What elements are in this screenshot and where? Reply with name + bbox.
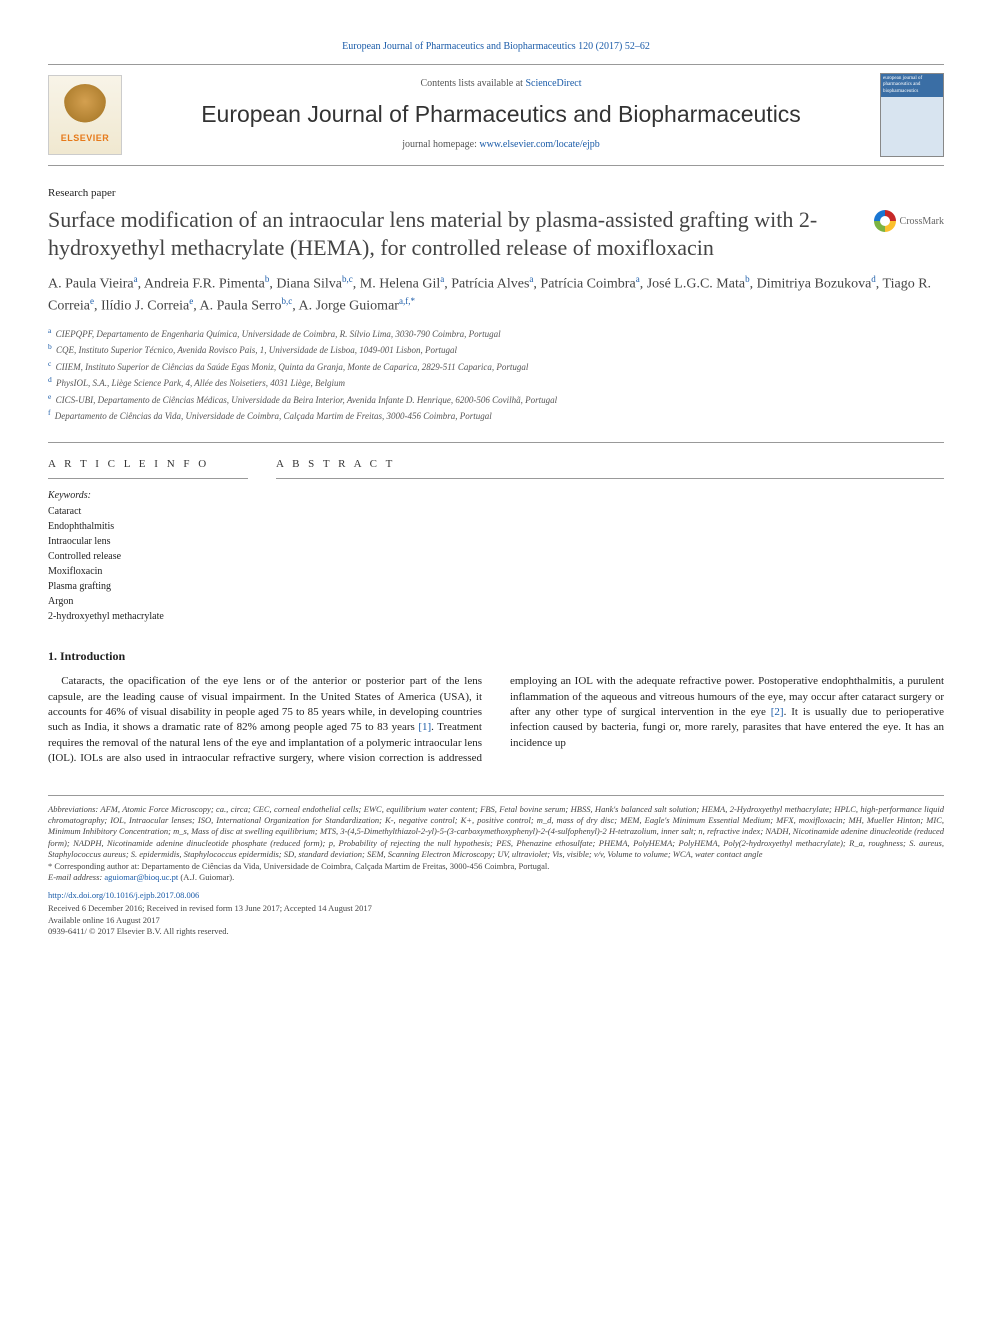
keyword-item: Argon bbox=[48, 594, 248, 609]
keyword-item: Controlled release bbox=[48, 549, 248, 564]
email-label: E-mail address: bbox=[48, 872, 104, 882]
abstract-head: A B S T R A C T bbox=[276, 457, 944, 479]
keywords-list: CataractEndophthalmitisIntraocular lensC… bbox=[48, 504, 248, 624]
masthead-center: Contents lists available at ScienceDirec… bbox=[134, 77, 868, 151]
section-1-heading: 1. Introduction bbox=[48, 648, 944, 664]
crossmark-badge[interactable]: CrossMark bbox=[874, 210, 944, 232]
affiliation-line: b CQE, Instituto Superior Técnico, Aveni… bbox=[48, 341, 944, 358]
intro-paragraph: Cataracts, the opacification of the eye … bbox=[48, 674, 944, 766]
keyword-item: Cataract bbox=[48, 504, 248, 519]
received-dates: Received 6 December 2016; Received in re… bbox=[48, 903, 944, 914]
article-type: Research paper bbox=[48, 186, 944, 201]
keyword-item: Endophthalmitis bbox=[48, 519, 248, 534]
masthead: ELSEVIER Contents lists available at Sci… bbox=[48, 64, 944, 166]
elsevier-wordmark: ELSEVIER bbox=[61, 132, 110, 144]
email-line: E-mail address: aguiomar@bioq.uc.pt (A.J… bbox=[48, 872, 944, 883]
homepage-line: journal homepage: www.elsevier.com/locat… bbox=[134, 138, 868, 152]
affiliations-list: a CIEPQPF, Departamento de Engenharia Qu… bbox=[48, 325, 944, 424]
journal-cover-thumb: european journal of pharmaceutics and bi… bbox=[880, 73, 944, 157]
copyright-line: 0939-6411/ © 2017 Elsevier B.V. All righ… bbox=[48, 926, 944, 937]
affiliation-line: a CIEPQPF, Departamento de Engenharia Qu… bbox=[48, 325, 944, 342]
affiliation-line: f Departamento de Ciências da Vida, Univ… bbox=[48, 407, 944, 424]
body-two-column: Cataracts, the opacification of the eye … bbox=[48, 674, 944, 766]
email-author: (A.J. Guiomar). bbox=[178, 872, 234, 882]
homepage-link[interactable]: www.elsevier.com/locate/ejpb bbox=[479, 139, 599, 150]
sciencedirect-link[interactable]: ScienceDirect bbox=[525, 78, 581, 89]
crossmark-label: CrossMark bbox=[900, 215, 944, 229]
article-info-head: A R T I C L E I N F O bbox=[48, 457, 248, 479]
authors-list: A. Paula Vieiraa, Andreia F.R. Pimentab,… bbox=[48, 273, 944, 316]
paper-title: Surface modification of an intraocular l… bbox=[48, 206, 862, 261]
elsevier-logo: ELSEVIER bbox=[48, 75, 122, 155]
abbreviations: Abbreviations: AFM, Atomic Force Microsc… bbox=[48, 804, 944, 861]
elsevier-tree-icon bbox=[63, 84, 107, 128]
keyword-item: Intraocular lens bbox=[48, 534, 248, 549]
homepage-prefix: journal homepage: bbox=[402, 139, 479, 150]
keywords-label: Keywords: bbox=[48, 489, 248, 503]
running-head-citation: European Journal of Pharmaceutics and Bi… bbox=[48, 40, 944, 54]
title-row: Surface modification of an intraocular l… bbox=[48, 206, 944, 261]
available-online: Available online 16 August 2017 bbox=[48, 915, 944, 926]
keyword-item: Plasma grafting bbox=[48, 579, 248, 594]
intro-text-2: lens of the eye and implantation of a po… bbox=[48, 675, 944, 764]
ref-link-2[interactable]: [2] bbox=[771, 706, 784, 718]
corresponding-author: * Corresponding author at: Departamento … bbox=[48, 861, 944, 872]
keyword-item: 2-hydroxyethyl methacrylate bbox=[48, 609, 248, 624]
ref-link-1[interactable]: [1] bbox=[418, 721, 431, 733]
article-info-column: A R T I C L E I N F O Keywords: Cataract… bbox=[48, 457, 248, 624]
crossmark-icon bbox=[874, 210, 896, 232]
abstract-column: A B S T R A C T bbox=[276, 457, 944, 624]
info-abstract-row: A R T I C L E I N F O Keywords: Cataract… bbox=[48, 442, 944, 624]
footnotes: Abbreviations: AFM, Atomic Force Microsc… bbox=[48, 795, 944, 938]
keyword-item: Moxifloxacin bbox=[48, 564, 248, 579]
journal-name: European Journal of Pharmaceutics and Bi… bbox=[134, 99, 868, 130]
abbreviations-label: Abbreviations: bbox=[48, 804, 98, 814]
affiliation-line: c CIIEM, Instituto Superior de Ciências … bbox=[48, 358, 944, 375]
email-link[interactable]: aguiomar@bioq.uc.pt bbox=[104, 872, 178, 882]
affiliation-line: d PhysIOL, S.A., Liège Science Park, 4, … bbox=[48, 374, 944, 391]
contents-prefix: Contents lists available at bbox=[420, 78, 525, 89]
affiliation-line: e CICS-UBI, Departamento de Ciências Méd… bbox=[48, 391, 944, 408]
doi-link[interactable]: http://dx.doi.org/10.1016/j.ejpb.2017.08… bbox=[48, 890, 944, 901]
intro-text-1: Cataracts, the opacification of the eye … bbox=[48, 675, 482, 733]
contents-line: Contents lists available at ScienceDirec… bbox=[134, 77, 868, 91]
abbreviations-text: AFM, Atomic Force Microscopy; ca., circa… bbox=[48, 804, 944, 860]
